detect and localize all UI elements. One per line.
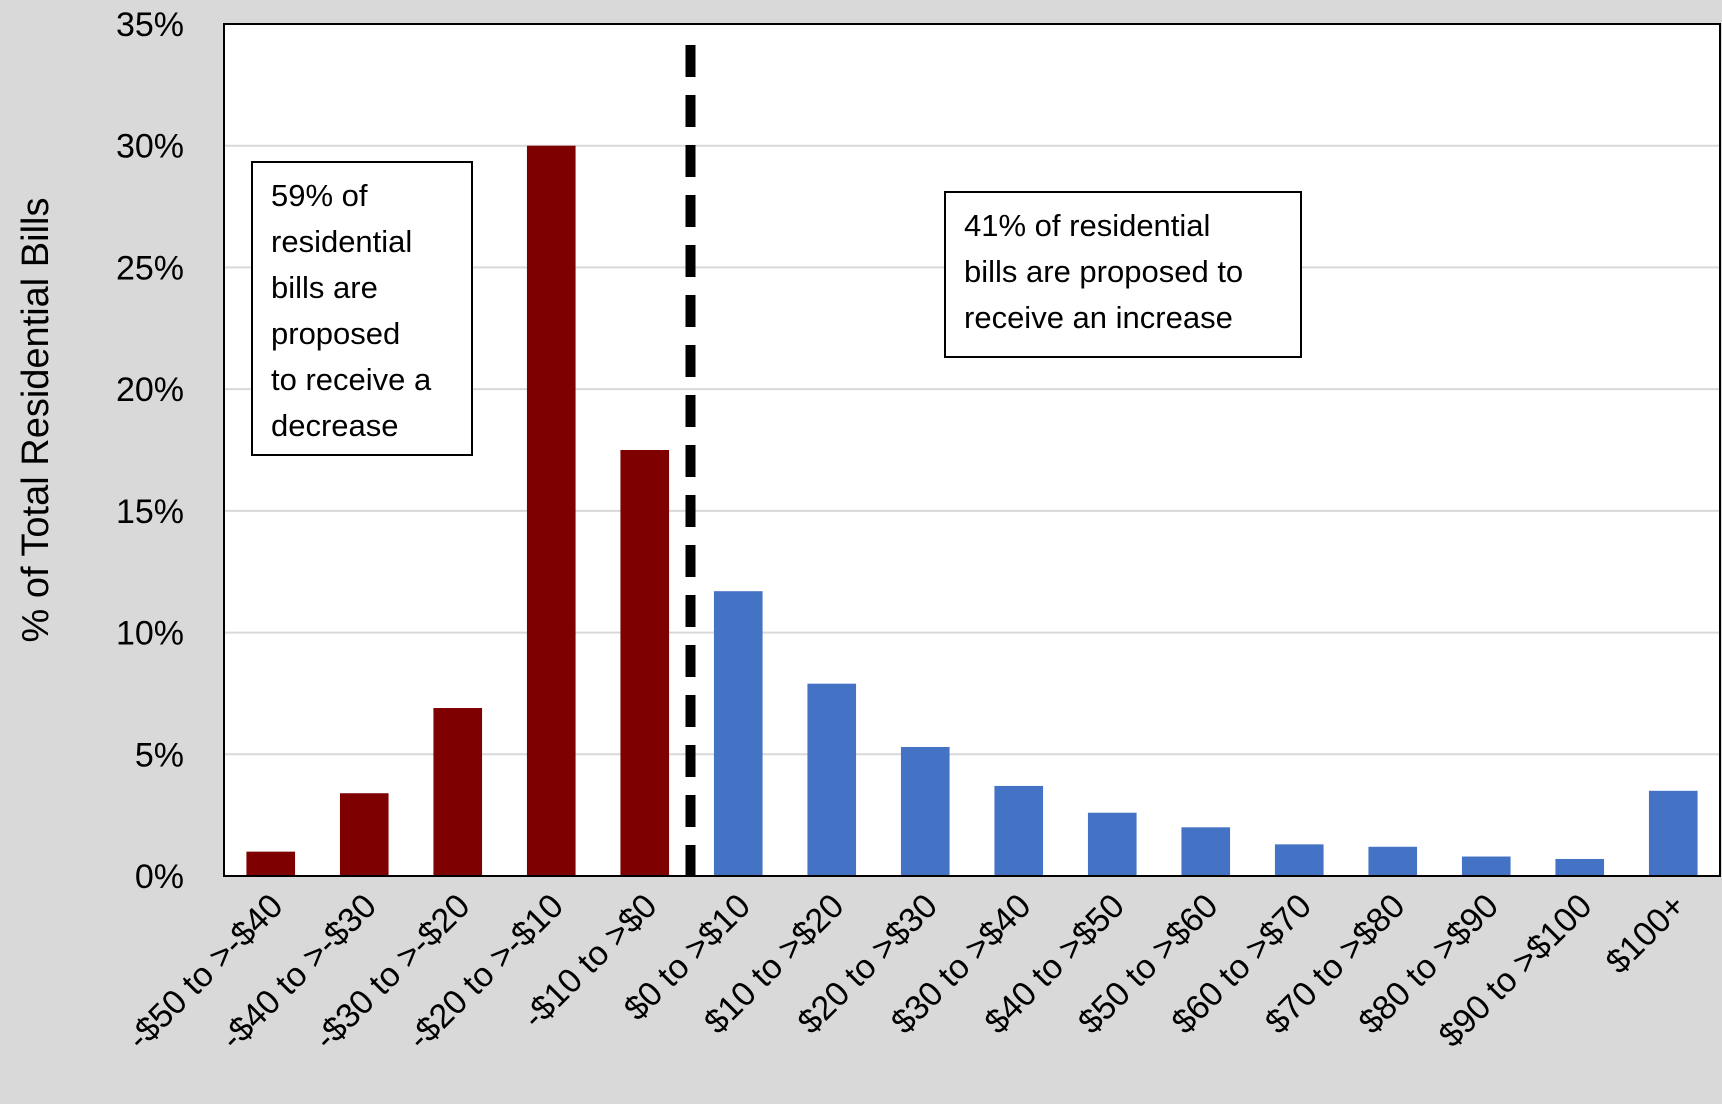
increase-annotation-line: 41% of residential <box>964 208 1211 243</box>
y-tick-label: 5% <box>135 736 184 774</box>
y-tick-label: 30% <box>116 128 184 166</box>
y-tick-label: 0% <box>135 858 184 896</box>
increase-annotation-line: receive an increase <box>964 300 1233 335</box>
y-tick-label: 35% <box>116 6 184 44</box>
bar <box>246 851 296 876</box>
decrease-annotation-line: 59% of <box>271 178 368 213</box>
increase-annotation-line: bills are proposed to <box>964 254 1244 289</box>
y-tick-label: 15% <box>116 493 184 531</box>
bar <box>620 450 670 876</box>
bar <box>1274 844 1324 876</box>
bar <box>1368 846 1418 876</box>
bar <box>433 708 483 876</box>
decrease-annotation-line: to receive a <box>271 362 432 397</box>
y-tick-label: 25% <box>116 249 184 287</box>
y-tick-label: 20% <box>116 371 184 409</box>
bar <box>713 591 763 876</box>
y-tick-label: 10% <box>116 615 184 653</box>
bar <box>339 793 389 876</box>
x-tick-label: $100+ <box>1599 887 1693 981</box>
plot-border <box>223 23 1721 877</box>
bar <box>1648 790 1698 876</box>
bar <box>1181 827 1231 876</box>
bar <box>900 746 950 876</box>
bar <box>994 785 1044 876</box>
bar <box>1087 812 1137 876</box>
bar <box>1555 858 1605 876</box>
bar <box>526 145 576 876</box>
decrease-annotation-line: residential <box>271 224 413 259</box>
decrease-annotation-line: bills are <box>271 270 378 305</box>
decrease-annotation-line: decrease <box>271 408 399 443</box>
increase-annotation-box: 41% of residential bills are proposed to… <box>944 191 1302 358</box>
decrease-annotation-box: 59% of residential bills are proposed to… <box>251 161 473 456</box>
y-axis-title: % of Total Residential Bills <box>15 198 57 643</box>
bar <box>1461 856 1511 876</box>
decrease-annotation-line: proposed <box>271 316 401 351</box>
bar <box>807 683 857 876</box>
